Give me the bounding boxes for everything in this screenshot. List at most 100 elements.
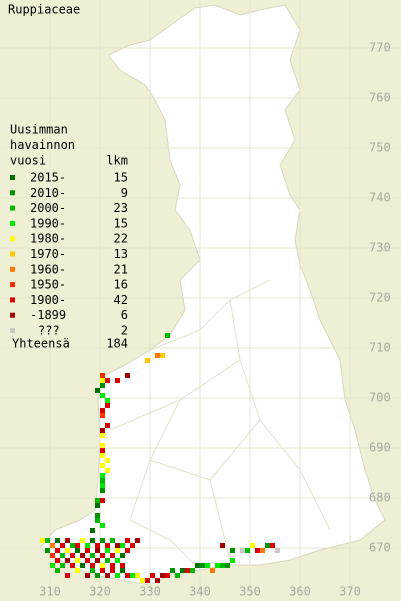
observation-square [95,388,100,393]
observation-square [75,568,80,573]
observation-square [115,548,120,553]
observation-square [105,423,110,428]
observation-square [55,548,60,553]
observation-square [250,543,255,548]
observation-square [240,548,245,553]
observation-square [215,563,220,568]
observation-square [50,553,55,558]
observation-square [100,483,105,488]
observation-square [135,538,140,543]
observation-square [110,538,115,543]
legend-count: 9 [121,186,128,200]
observation-square [55,538,60,543]
observation-square [275,548,280,553]
x-tick-label: 310 [39,585,61,599]
legend-count: 16 [114,278,128,292]
total-value: 184 [106,337,128,351]
observation-square [85,558,90,563]
observation-square [110,563,115,568]
observation-square [100,443,105,448]
legend-count: 23 [114,201,128,215]
observation-square [255,548,260,553]
observation-square [100,473,105,478]
observations [40,333,280,583]
observation-square [105,543,110,548]
observation-square [120,543,125,548]
legend-label: 1950- [30,278,66,292]
observation-square [100,568,105,573]
observation-square [230,558,235,563]
observation-square [70,553,75,558]
y-tick-label: 740 [369,191,391,205]
legend-label: 1990- [30,216,66,230]
map-title: Ruppiaceae [8,3,80,17]
legend-swatch [10,266,15,272]
observation-square [155,578,160,583]
observation-square [100,523,105,528]
observation-square [40,538,45,543]
observation-square [160,573,165,578]
observation-square [95,513,100,518]
observation-square [100,478,105,483]
x-tick-label: 340 [189,585,211,599]
total-label: Yhteensä [12,337,70,351]
observation-square [195,563,200,568]
observation-square [120,563,125,568]
y-tick-label: 670 [369,541,391,555]
observation-square [135,573,140,578]
finland-outline [39,4,386,586]
observation-square [90,568,95,573]
observation-square [100,428,105,433]
observation-square [85,543,90,548]
observation-square [100,393,105,398]
legend-label: -1899 [30,308,66,322]
observation-square [65,573,70,578]
observation-square [105,458,110,463]
y-tick-label: 680 [369,491,391,505]
observation-square [60,553,65,558]
observation-square [140,578,145,583]
y-tick-label: 770 [369,41,391,55]
observation-square [120,568,125,573]
observation-square [110,568,115,573]
observation-square [90,528,95,533]
observation-square [185,568,190,573]
observation-square [95,518,100,523]
observation-square [95,558,100,563]
legend-header: Uusimman [10,123,68,137]
x-tick-label: 360 [289,585,311,599]
observation-square [105,558,110,563]
legend-label: ??? [38,324,60,338]
x-tick-label: 320 [89,585,111,599]
observation-square [125,548,130,553]
legend-header: vuosi [10,154,46,168]
observation-square [65,548,70,553]
legend-label: 2000- [30,201,66,215]
legend-count: 2 [121,324,128,338]
observation-square [105,403,110,408]
legend-swatch [10,190,15,196]
observation-square [105,548,110,553]
x-tick-label: 350 [239,585,261,599]
observation-square [225,563,230,568]
observation-square [165,333,170,338]
observation-square [130,573,135,578]
observation-square [100,463,105,468]
observation-square [100,498,105,503]
observation-square [105,398,110,403]
observation-square [80,553,85,558]
observation-square [105,573,110,578]
observation-square [125,573,130,578]
observation-square [155,353,160,358]
legend-label: 1970- [30,247,66,261]
observation-square [45,538,50,543]
legend-swatch [10,312,15,318]
observation-square [65,538,70,543]
legend-swatch [10,220,15,226]
observation-square [75,543,80,548]
legend-header: havainnon [10,138,75,152]
legend-swatch [10,251,15,257]
